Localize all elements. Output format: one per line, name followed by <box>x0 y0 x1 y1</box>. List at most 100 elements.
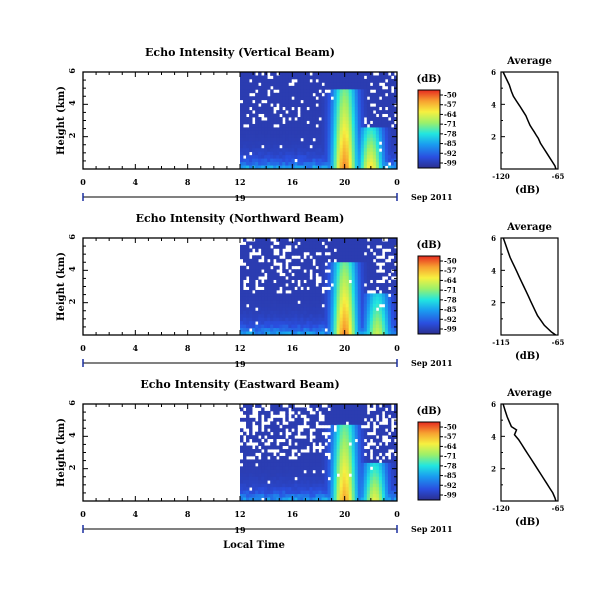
heatmap-cell <box>390 469 395 474</box>
heatmap-cell <box>318 148 322 153</box>
heatmap-cell <box>309 85 313 90</box>
heatmap-cell <box>315 82 319 87</box>
heatmap-cell <box>276 141 280 146</box>
heatmap-cell <box>258 483 262 488</box>
heatmap-cell <box>369 141 374 146</box>
heatmap-cell <box>339 459 344 464</box>
heatmap-cell <box>342 431 347 436</box>
heatmap-cell <box>279 497 283 502</box>
heatmap-cell <box>252 151 256 156</box>
heatmap-cell <box>240 435 244 440</box>
heatmap-cell <box>372 283 377 287</box>
heatmap-cell <box>243 238 247 242</box>
heatmap-cell <box>243 148 247 153</box>
heatmap-cell <box>378 127 383 132</box>
heatmap-cell <box>342 469 347 474</box>
heatmap-cell <box>363 331 368 336</box>
heatmap-cell <box>321 89 325 94</box>
heatmap-cell <box>300 262 304 267</box>
heatmap-cell <box>306 265 310 270</box>
heatmap-cell <box>333 445 338 450</box>
heatmap-cell <box>339 158 344 163</box>
heatmap-cell <box>354 144 359 149</box>
heatmap-cell <box>339 279 344 284</box>
heatmap-cell <box>243 307 247 312</box>
heatmap-cell <box>381 424 386 429</box>
heatmap-cell <box>327 417 331 422</box>
heatmap-cell <box>249 449 253 453</box>
average-x-tick-label: -115 <box>492 338 510 347</box>
heatmap-cell <box>276 279 280 284</box>
heatmap-cell <box>252 158 256 163</box>
heatmap-cell <box>312 421 316 426</box>
heatmap-cell <box>369 462 374 467</box>
heatmap-cell <box>375 314 380 319</box>
heatmap-cell <box>363 78 368 83</box>
heatmap-cell <box>243 445 247 450</box>
heatmap-cell <box>288 445 292 450</box>
heatmap-cell <box>327 262 331 267</box>
heatmap-cell <box>276 445 280 450</box>
heatmap-cell <box>258 92 262 97</box>
heatmap-cell <box>303 158 307 163</box>
heatmap-cell <box>324 106 328 111</box>
heatmap-cell <box>246 421 250 426</box>
heatmap-cell <box>252 283 256 287</box>
colorbar-tick-label: -85 <box>444 471 457 480</box>
heatmap-cell <box>360 324 365 329</box>
heatmap-cell <box>291 404 295 408</box>
heatmap-cell <box>255 151 259 156</box>
heatmap-cell <box>366 113 371 118</box>
heatmap-cell <box>354 424 359 429</box>
heatmap-cell <box>354 445 359 450</box>
heatmap-cell <box>357 328 362 332</box>
heatmap-cell <box>390 165 395 170</box>
heatmap-cell <box>282 148 286 153</box>
heatmap-cell <box>381 120 386 125</box>
heatmap-cell <box>276 480 280 485</box>
heatmap-cell <box>357 424 362 429</box>
heatmap-cell <box>279 134 283 139</box>
heatmap-cell <box>294 103 298 108</box>
heatmap-cell <box>378 85 383 90</box>
heatmap-cell <box>351 155 356 159</box>
heatmap-cell <box>363 328 368 332</box>
heatmap-cell <box>345 473 350 478</box>
heatmap-cell <box>309 317 313 322</box>
heatmap-cell <box>360 314 365 319</box>
heatmap-cell <box>372 438 377 443</box>
heatmap-cell <box>333 466 338 471</box>
heatmap-cell <box>309 117 313 121</box>
heatmap-cell <box>381 445 386 450</box>
heatmap-cell <box>291 117 295 121</box>
heatmap-cell <box>324 293 328 298</box>
heatmap-cell <box>309 494 313 498</box>
heatmap-cell <box>327 445 331 450</box>
heatmap-cell <box>342 476 347 481</box>
heatmap-cell <box>297 276 301 280</box>
heatmap-cell <box>336 255 341 260</box>
heatmap-cell <box>240 244 244 249</box>
heatmap-cell <box>252 75 256 80</box>
heatmap-cell <box>261 106 265 111</box>
heatmap-cell <box>393 99 398 104</box>
heatmap-cell <box>375 310 380 315</box>
heatmap-cell <box>321 317 325 322</box>
heatmap-cell <box>366 241 371 246</box>
heatmap-cell <box>390 144 395 149</box>
heatmap-cell <box>321 421 325 426</box>
heatmap-cell <box>291 421 295 426</box>
heatmap-cell <box>393 483 398 488</box>
heatmap-cell <box>321 151 325 156</box>
colorbar-tick-label: -50 <box>444 91 457 100</box>
heatmap-cell <box>240 96 244 101</box>
heatmap-cell <box>339 310 344 315</box>
heatmap-cell <box>339 238 344 242</box>
heatmap-cell <box>276 328 280 332</box>
heatmap-cell <box>285 483 289 488</box>
heatmap-cell <box>330 424 334 429</box>
heatmap-cell <box>357 82 362 87</box>
heatmap-cell <box>279 99 283 104</box>
heatmap-cell <box>246 459 250 464</box>
heatmap-cell <box>255 293 259 298</box>
